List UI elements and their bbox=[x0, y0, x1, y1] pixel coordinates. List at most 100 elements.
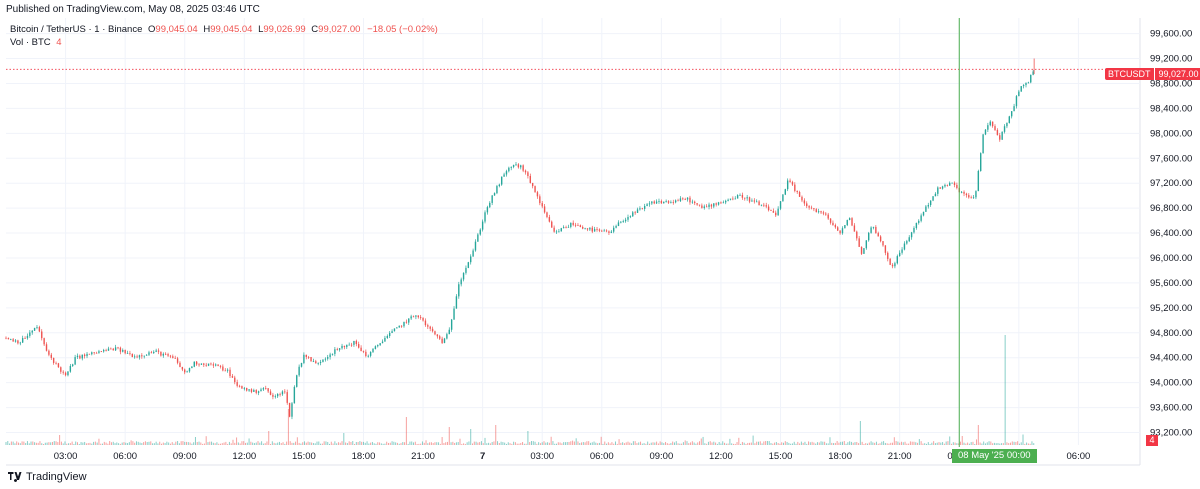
volume-bar bbox=[291, 442, 293, 445]
symbol-label[interactable]: Bitcoin / TetherUS · 1 · Binance bbox=[10, 24, 143, 35]
volume-bar bbox=[716, 443, 718, 445]
candle-body bbox=[553, 227, 555, 232]
volume-bar bbox=[380, 443, 382, 445]
volume-bar bbox=[811, 441, 813, 445]
volume-bar bbox=[622, 442, 624, 445]
volume-bar bbox=[16, 441, 18, 445]
volume-bar bbox=[627, 441, 629, 445]
volume-bar bbox=[343, 433, 345, 445]
volume-bar bbox=[518, 443, 520, 445]
candle-body bbox=[198, 364, 200, 366]
candle-body bbox=[963, 191, 965, 194]
candle-body bbox=[665, 201, 667, 202]
volume-bar bbox=[947, 441, 949, 445]
candle-body bbox=[870, 227, 872, 233]
candle-body bbox=[98, 351, 100, 353]
candle-body bbox=[717, 202, 720, 205]
volume-bar bbox=[332, 443, 334, 445]
volume-bar bbox=[103, 441, 105, 445]
volume-bar bbox=[320, 443, 322, 445]
candle-body bbox=[43, 338, 45, 345]
candle-body bbox=[877, 233, 879, 237]
footer-brand[interactable]: TradingView bbox=[8, 471, 87, 483]
volume-bar bbox=[1010, 442, 1012, 445]
candle-body bbox=[589, 227, 591, 230]
candle-body bbox=[694, 201, 696, 204]
candle-body bbox=[7, 337, 10, 340]
volume-bar bbox=[543, 441, 545, 445]
candle-body bbox=[429, 326, 431, 329]
candle-body bbox=[515, 164, 517, 166]
volume-bar bbox=[564, 442, 566, 445]
volume-bar bbox=[323, 441, 325, 445]
candle-body bbox=[105, 350, 107, 351]
candle-body bbox=[362, 351, 365, 352]
candle-body bbox=[153, 351, 155, 354]
price-tick-label: 97,200.00 bbox=[1150, 178, 1192, 189]
candle-body bbox=[367, 355, 369, 357]
volume-bar bbox=[877, 443, 879, 445]
volume-bar bbox=[334, 441, 336, 445]
volume-bar bbox=[146, 442, 148, 445]
volume-bar bbox=[952, 442, 954, 445]
volume-bar bbox=[237, 442, 239, 445]
volume-bar bbox=[584, 442, 586, 445]
volume-bar bbox=[550, 436, 552, 445]
volume-bar bbox=[39, 441, 41, 445]
price-tick-label: 99,200.00 bbox=[1150, 54, 1192, 65]
volume-bar bbox=[211, 441, 213, 445]
candle-body bbox=[629, 216, 632, 218]
candle-body bbox=[441, 338, 443, 343]
time-tick-label: 18:00 bbox=[352, 451, 376, 462]
volume-bar bbox=[906, 443, 908, 445]
volume-bar bbox=[965, 443, 967, 445]
candle-body bbox=[207, 363, 210, 366]
volume-bar bbox=[938, 442, 940, 445]
candle-body bbox=[596, 229, 598, 230]
candle-body bbox=[915, 222, 918, 229]
volume-bar bbox=[943, 443, 945, 445]
volume-bar bbox=[1002, 443, 1004, 445]
volume-bar bbox=[173, 443, 175, 445]
volume-bar bbox=[793, 441, 795, 445]
volume-bar bbox=[988, 441, 990, 445]
volume-bar bbox=[813, 442, 815, 445]
volume-bar bbox=[1017, 441, 1019, 445]
volume-bar bbox=[194, 437, 196, 445]
candle-body bbox=[767, 206, 770, 211]
volume-value: 4 bbox=[56, 37, 62, 48]
candle-body bbox=[439, 336, 441, 339]
candle-body bbox=[565, 227, 567, 228]
volume-label[interactable]: Vol · BTC bbox=[10, 37, 51, 48]
volume-bar bbox=[945, 441, 947, 445]
candle-body bbox=[286, 392, 288, 403]
volume-bar bbox=[345, 442, 347, 445]
volume-bar bbox=[650, 442, 652, 445]
candle-body bbox=[906, 241, 908, 244]
volume-bar bbox=[118, 443, 120, 445]
volume-bar bbox=[28, 443, 30, 445]
candle-body bbox=[725, 200, 727, 203]
volume-bar bbox=[881, 441, 883, 445]
volume-bar bbox=[477, 442, 479, 445]
volume-bar bbox=[822, 441, 824, 445]
candle-body bbox=[64, 372, 67, 376]
candle-body bbox=[663, 201, 665, 204]
volume-bar bbox=[259, 442, 261, 445]
volume-bar bbox=[219, 443, 221, 445]
candle-body bbox=[677, 200, 679, 202]
candle-body bbox=[5, 337, 7, 339]
volume-bar bbox=[475, 441, 477, 445]
volume-bar bbox=[76, 442, 78, 445]
volume-bar bbox=[266, 441, 268, 445]
volume-bar bbox=[607, 442, 609, 445]
candle-body bbox=[248, 389, 250, 391]
candle-body bbox=[443, 338, 446, 343]
candle-body bbox=[889, 258, 891, 265]
volume-bar bbox=[854, 442, 856, 445]
volume-bar bbox=[418, 443, 420, 445]
volume-bar bbox=[602, 443, 604, 445]
candle-body bbox=[548, 217, 551, 222]
candle-body bbox=[133, 356, 136, 358]
